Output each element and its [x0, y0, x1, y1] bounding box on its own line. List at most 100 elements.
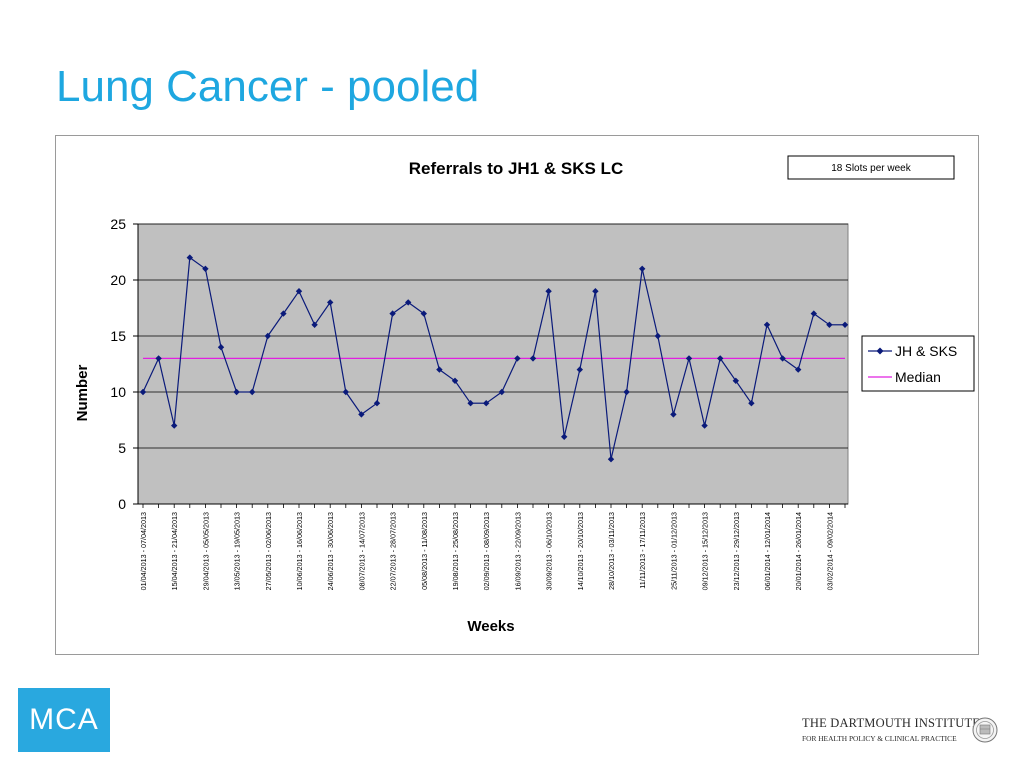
series-line-segment — [267, 313, 284, 337]
data-point — [795, 366, 802, 373]
series-line-segment — [282, 290, 300, 314]
series-line-segment — [454, 380, 472, 404]
x-tick-label: 24/06/2013 - 30/06/2013 — [326, 512, 335, 590]
series-line-segment — [766, 324, 784, 359]
series-line-segment — [563, 369, 581, 437]
x-tick-label: 23/12/2013 - 29/12/2013 — [732, 512, 741, 590]
legend-series-label: JH & SKS — [895, 343, 957, 359]
series-line-segment — [423, 313, 440, 370]
series-line-segment — [189, 257, 206, 270]
data-point — [217, 344, 225, 351]
data-point — [670, 411, 677, 418]
annotation-box — [787, 155, 955, 180]
x-tick-label: 19/08/2013 - 25/08/2013 — [451, 512, 460, 590]
data-point — [405, 299, 412, 306]
x-tick-label: 29/04/2013 - 05/05/2013 — [201, 512, 210, 590]
legend-box — [861, 335, 975, 392]
data-point — [545, 288, 552, 295]
series-line-segment — [314, 302, 331, 326]
data-point — [514, 355, 521, 362]
data-point — [436, 366, 443, 373]
annotation-text: 18 Slots per week — [831, 163, 911, 174]
y-tick-label: 10 — [110, 384, 126, 400]
data-point — [171, 422, 178, 429]
series-line-segment — [704, 358, 721, 426]
y-tick-label: 15 — [110, 328, 126, 344]
x-tick-label: 09/12/2013 - 15/12/2013 — [701, 512, 710, 590]
data-point — [358, 411, 365, 418]
data-point — [280, 310, 287, 317]
data-point — [748, 400, 755, 407]
series-line-segment — [750, 324, 768, 404]
data-point — [654, 332, 661, 340]
legend: JH & SKS Median — [861, 335, 975, 392]
y-tick-label: 5 — [118, 440, 126, 456]
series-line-segment — [735, 380, 752, 404]
series-line-segment — [251, 335, 269, 393]
data-point — [451, 377, 459, 384]
x-tick-label: 03/02/2014 - 09/02/2014 — [825, 512, 834, 590]
series-line-segment — [173, 257, 191, 426]
data-point — [529, 355, 537, 362]
series-line-segment — [782, 357, 799, 371]
x-tick-label: 16/09/2013 - 22/09/2013 — [513, 512, 522, 590]
data-point — [467, 400, 474, 407]
data-point — [295, 288, 303, 295]
y-axis-label: Number — [74, 365, 91, 422]
x-tick-label: 05/08/2013 - 11/08/2013 — [420, 512, 429, 590]
x-axis-label: Weeks — [467, 618, 514, 635]
data-point — [717, 355, 724, 362]
x-tick-label: 11/11/2013 - 17/11/2013 — [638, 512, 647, 589]
series-line-segment — [485, 391, 503, 404]
data-point — [592, 288, 599, 295]
chart-title: Referrals to JH1 & SKS LC — [409, 159, 623, 178]
plot-layer: 0 5 10 15 20 25 01/04/2013 - 07/04/2013 15/04/2… — [110, 216, 849, 590]
x-tick-label: 30/09/2013 - 06/10/2013 — [545, 512, 554, 590]
series-line-segment — [158, 358, 175, 426]
series-line-segment — [142, 358, 160, 393]
y-tick-label: 25 — [110, 216, 126, 232]
data-point — [607, 456, 615, 463]
data-point — [202, 265, 209, 272]
data-point — [810, 310, 817, 317]
data-point — [732, 377, 739, 384]
data-point — [498, 388, 505, 396]
data-point — [763, 321, 771, 328]
data-point — [685, 355, 693, 362]
series-line-segment — [220, 347, 238, 393]
data-point — [186, 254, 193, 261]
series-line-segment — [376, 313, 394, 404]
x-tick-label: 15/04/2013 - 21/04/2013 — [170, 512, 179, 590]
series-line-segment — [407, 301, 425, 315]
x-tick-label: 13/05/2013 - 19/05/2013 — [233, 512, 242, 590]
series-line-segment — [579, 291, 596, 370]
series-line-segment — [361, 402, 378, 415]
referrals-line-chart: Referrals to JH1 & SKS LC 18 Slots per w… — [74, 155, 975, 635]
mca-logo: MCA — [18, 688, 110, 752]
plot-area — [137, 223, 849, 505]
y-tick-label: 20 — [110, 272, 126, 288]
series-line-segment — [657, 335, 674, 415]
x-tick-label: 20/01/2014 - 26/01/2014 — [794, 512, 803, 590]
data-point — [779, 355, 786, 362]
slide-title: Lung Cancer - pooled — [56, 62, 480, 111]
dartmouth-logo-line2: FOR HEALTH POLICY & CLINICAL PRACTICE — [802, 734, 957, 743]
data-point — [576, 366, 583, 373]
legend-series-marker — [876, 347, 884, 355]
series-line-segment — [626, 268, 643, 393]
dartmouth-institute-logo: THE DARTMOUTH INSTITUTE FOR HEALTH POLIC… — [800, 716, 1000, 748]
dartmouth-seal-icon — [972, 717, 998, 743]
series-line-segment — [392, 301, 409, 315]
series-line-segment — [501, 358, 518, 393]
data-point — [342, 388, 349, 396]
series-line-segment — [329, 302, 347, 393]
data-point — [623, 388, 630, 396]
data-point — [155, 355, 162, 362]
x-tick-label: 27/05/2013 - 02/06/2013 — [264, 512, 273, 590]
x-tick-label: 28/10/2013 - 03/11/2013 — [607, 512, 616, 590]
data-point — [841, 321, 849, 328]
series-line-segment — [594, 291, 612, 460]
data-point — [483, 400, 490, 407]
x-tick-label: 08/07/2013 - 14/07/2013 — [357, 512, 366, 590]
series-line-segment — [345, 391, 362, 415]
